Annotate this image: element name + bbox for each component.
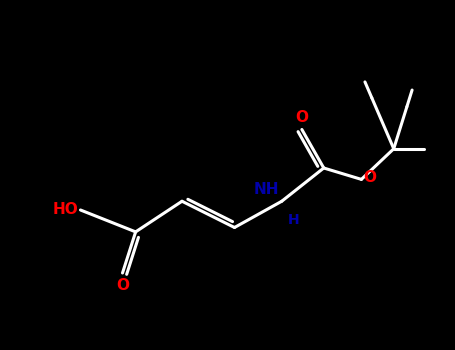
Text: O: O	[116, 278, 129, 293]
Text: H: H	[288, 214, 299, 228]
Text: NH: NH	[254, 182, 279, 197]
Text: HO: HO	[53, 203, 78, 217]
Text: O: O	[364, 170, 377, 185]
Text: O: O	[295, 110, 308, 125]
